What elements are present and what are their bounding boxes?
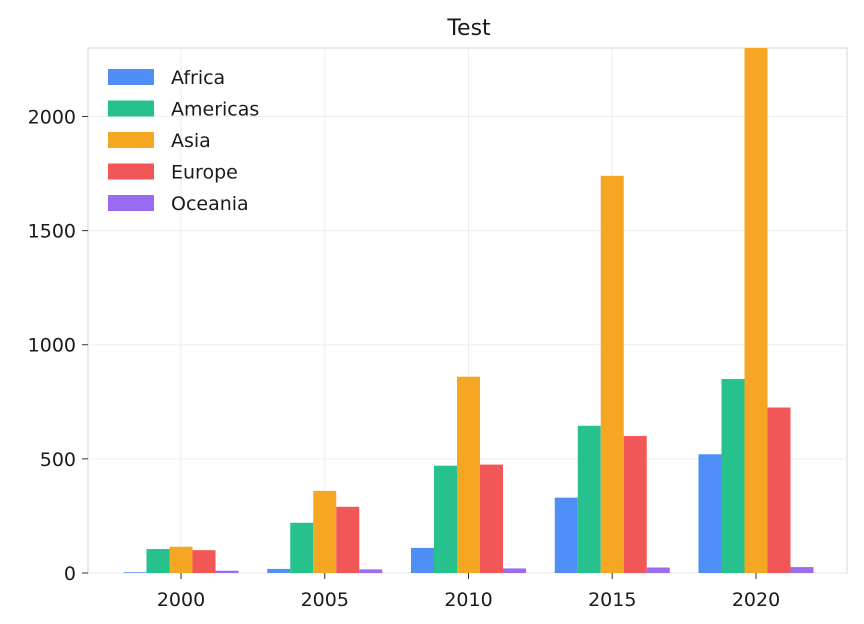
bars-layer <box>123 48 814 573</box>
y-tick-label: 1000 <box>28 335 76 357</box>
bar-asia <box>313 490 337 573</box>
bar-africa <box>123 572 147 573</box>
y-tick-label: 0 <box>64 563 76 585</box>
bar-oceania <box>503 568 526 573</box>
chart-title: Test <box>446 16 491 41</box>
bar-africa <box>698 454 722 573</box>
bar-europe <box>767 407 791 573</box>
y-tick-label: 2000 <box>28 106 76 128</box>
bar-oceania <box>646 567 670 573</box>
y-tick-label: 1500 <box>28 221 76 243</box>
bar-americas <box>577 425 601 573</box>
legend-label-oceania: Oceania <box>171 193 249 215</box>
legend-label-africa: Africa <box>171 67 225 89</box>
bar-europe <box>192 550 216 573</box>
legend: Africa Americas Asia Europe Oceania <box>108 67 259 215</box>
x-tick-label: 2005 <box>301 589 349 611</box>
bar-asia <box>169 546 193 573</box>
bar-asia <box>600 175 624 573</box>
bar-africa <box>554 497 578 573</box>
bar-oceania <box>215 570 239 573</box>
bar-americas <box>434 465 457 573</box>
legend-swatch-africa <box>108 69 154 85</box>
legend-label-asia: Asia <box>171 130 211 152</box>
bar-americas <box>290 522 314 573</box>
bar-africa <box>267 568 291 573</box>
bar-americas <box>721 378 745 573</box>
bar-europe <box>480 464 503 573</box>
legend-label-europe: Europe <box>171 162 238 184</box>
x-tick-label: 2015 <box>588 589 636 611</box>
legend-swatch-oceania <box>108 195 154 211</box>
bar-asia <box>744 48 768 573</box>
y-tick-label: 500 <box>40 449 76 471</box>
legend-label-americas: Americas <box>171 99 259 121</box>
x-tick-label: 2020 <box>732 589 780 611</box>
axes-layer: 0 500 1000 1500 2000 2000 2005 2010 2015 2020 <box>28 106 781 611</box>
bar-oceania <box>359 569 383 573</box>
bar-americas <box>146 549 170 573</box>
bar-oceania <box>790 567 814 573</box>
bar-europe <box>623 436 647 573</box>
legend-swatch-europe <box>108 163 154 180</box>
bar-africa <box>411 547 434 573</box>
x-tick-label: 2000 <box>157 589 205 611</box>
bar-asia <box>457 376 480 573</box>
bar-europe <box>336 506 360 573</box>
legend-swatch-americas <box>108 100 154 117</box>
legend-swatch-asia <box>108 132 154 148</box>
x-tick-label: 2010 <box>444 589 492 611</box>
